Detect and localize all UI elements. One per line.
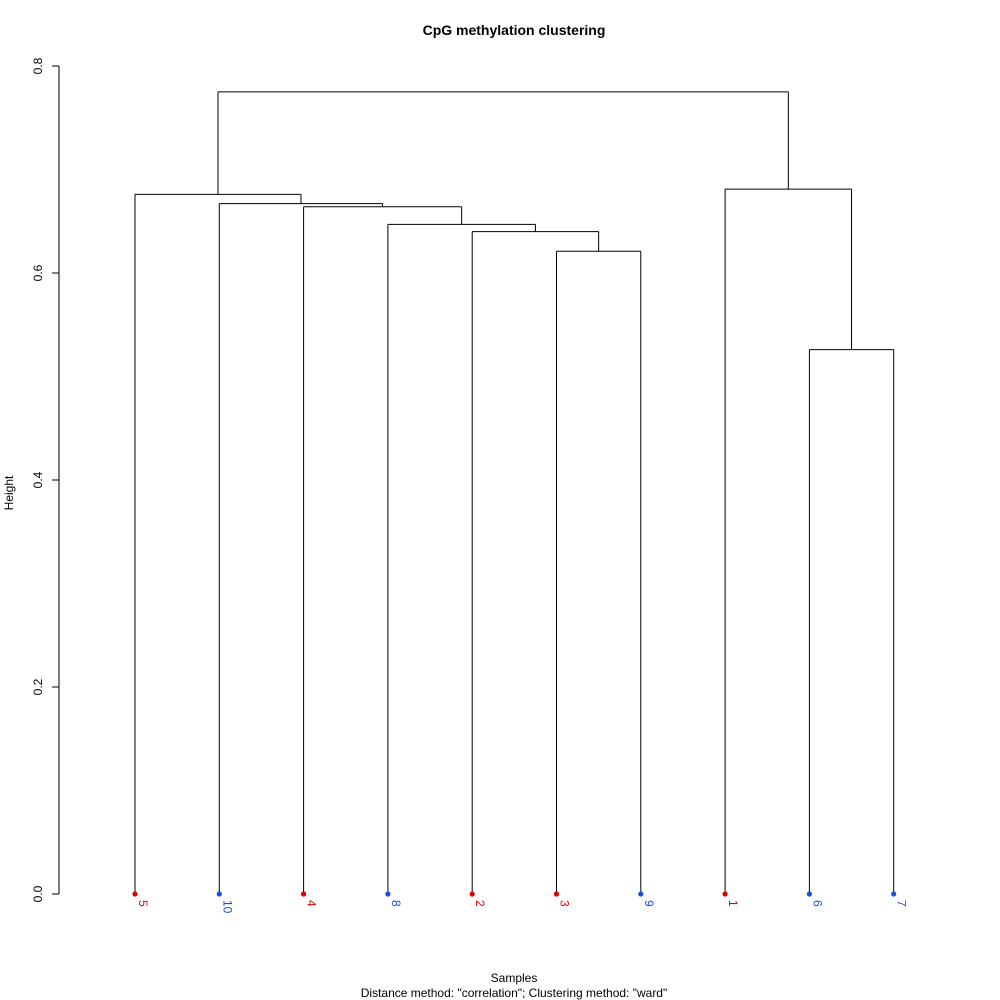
leaf-point — [132, 891, 138, 897]
leaf-markers — [132, 891, 897, 897]
leaf-label: 6 — [810, 900, 824, 907]
leaf-point — [806, 891, 813, 897]
leaf-label: 1 — [726, 900, 740, 907]
leaf-label: 2 — [473, 900, 487, 907]
dendrogram-branches — [134, 91, 895, 894]
leaf-point — [301, 891, 307, 897]
leaf-label: 8 — [389, 900, 403, 907]
y-tick-label: 0.4 — [31, 471, 45, 488]
leaf-point — [638, 891, 644, 897]
y-tick-label: 0.0 — [31, 885, 45, 902]
leaf-label: 3 — [558, 900, 572, 907]
y-tick-label: 0.6 — [31, 264, 45, 281]
y-tick-label: 0.2 — [31, 678, 45, 695]
leaf-label: 10 — [220, 900, 234, 914]
leaf-label: 9 — [642, 900, 656, 907]
y-axis: 0.0 0.2 0.4 0.6 0.8 — [31, 57, 60, 902]
leaf-point — [722, 891, 728, 897]
x-axis-label: Samples — [491, 971, 538, 985]
y-axis-label: Height — [2, 475, 16, 510]
leaf-point — [216, 891, 222, 897]
leaf-label: 4 — [305, 900, 319, 907]
leaf-labels: 5 10 4 8 2 3 9 1 6 7 — [136, 900, 909, 914]
leaf-point — [553, 891, 560, 897]
chart-title: CpG methylation clustering — [423, 22, 606, 38]
leaf-point — [891, 891, 897, 897]
leaf-label: 5 — [136, 900, 150, 907]
leaf-label: 7 — [895, 900, 909, 907]
leaf-point — [469, 891, 475, 897]
leaf-point — [385, 891, 391, 897]
x-axis-sublabel: Distance method: "correlation"; Clusteri… — [361, 986, 668, 1000]
y-tick-label: 0.8 — [31, 57, 45, 74]
